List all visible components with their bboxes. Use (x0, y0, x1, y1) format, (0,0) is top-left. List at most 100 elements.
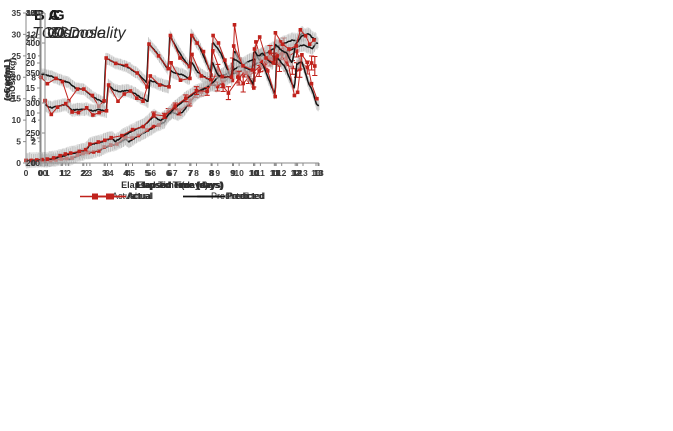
svg-text:2: 2 (66, 168, 71, 178)
panel-glucose: 0 2 4 6 8 10 12 14 0 1 2 3 4 5 6 7 8 9 10 11 12 13 C Glucose … (0, 0, 336, 215)
svg-text:2: 2 (84, 168, 89, 178)
svg-text:7: 7 (188, 168, 193, 178)
svg-text:25: 25 (26, 33, 36, 43)
svg-text:13: 13 (314, 168, 324, 178)
svg-text:13: 13 (313, 168, 323, 178)
svg-text:6: 6 (166, 168, 171, 178)
svg-text:1: 1 (59, 168, 64, 178)
svg-text:5: 5 (130, 168, 135, 178)
svg-text:7: 7 (173, 168, 178, 178)
svg-text:15: 15 (12, 94, 22, 104)
svg-text:14: 14 (27, 8, 37, 18)
svg-text:12: 12 (277, 168, 287, 178)
x-axis-label: Elapsed Time (days) (121, 180, 208, 190)
svg-text:4: 4 (31, 115, 36, 125)
svg-text:2: 2 (81, 168, 86, 178)
svg-text:35: 35 (12, 8, 22, 18)
svg-text:1: 1 (45, 168, 50, 178)
svg-text:10: 10 (234, 168, 244, 178)
svg-text:10: 10 (12, 115, 22, 125)
svg-text:10: 10 (250, 168, 260, 178)
svg-text:7: 7 (187, 168, 192, 178)
svg-text:9: 9 (215, 168, 220, 178)
svg-text:4: 4 (124, 168, 129, 178)
svg-text:11: 11 (271, 168, 280, 178)
panel-letter: A (48, 7, 60, 24)
legend-label-actual: Actual (127, 191, 153, 201)
svg-text:6: 6 (167, 168, 172, 178)
svg-text:0: 0 (16, 158, 21, 168)
svg-text:11: 11 (270, 168, 279, 178)
svg-text:12: 12 (292, 168, 302, 178)
svg-text:7: 7 (189, 168, 194, 178)
legend-label-actual: Actual (126, 191, 152, 201)
legend-label-predicted: Predicted (226, 191, 265, 201)
x-axis-label: Elapsed Time (days) (136, 180, 224, 190)
svg-text:8: 8 (209, 168, 214, 178)
svg-text:12: 12 (293, 168, 303, 178)
svg-text:4: 4 (109, 168, 114, 178)
legend-item-actual: Actual (95, 191, 153, 201)
x-axis-label: Elapsed Time (days) (135, 180, 223, 190)
svg-text:0: 0 (31, 158, 36, 168)
svg-text:3: 3 (88, 168, 93, 178)
svg-text:13: 13 (298, 168, 308, 178)
svg-text:9: 9 (230, 168, 235, 178)
chart-legend: Actual Predicted (45, 191, 316, 201)
svg-text:4: 4 (126, 168, 131, 178)
svg-text:5: 5 (147, 168, 152, 178)
predicted-series-icon (198, 195, 225, 197)
svg-text:11: 11 (256, 168, 265, 178)
svg-text:2: 2 (31, 137, 36, 147)
svg-text:450: 450 (26, 8, 40, 18)
svg-text:10: 10 (27, 51, 37, 61)
svg-text:20: 20 (26, 58, 36, 68)
svg-text:5: 5 (146, 168, 151, 178)
svg-text:0: 0 (38, 168, 43, 178)
legend-item-predicted: Predicted (198, 191, 266, 201)
svg-text:9: 9 (231, 168, 236, 178)
panel-letter: B (34, 7, 46, 24)
legend-label-predicted: Predicted (210, 191, 250, 201)
svg-text:30: 30 (26, 8, 36, 18)
svg-text:10: 10 (249, 168, 259, 178)
svg-text:300: 300 (26, 98, 40, 108)
svg-text:8: 8 (31, 72, 36, 82)
svg-text:8: 8 (194, 168, 199, 178)
svg-text:350: 350 (26, 68, 40, 78)
svg-text:0: 0 (24, 168, 29, 178)
svg-text:1: 1 (63, 168, 68, 178)
svg-text:13: 13 (311, 168, 321, 178)
svg-text:1: 1 (60, 168, 65, 178)
svg-text:3: 3 (103, 168, 108, 178)
panel-letter: G (53, 7, 66, 24)
panel-title: Glucose (47, 25, 106, 42)
x-axis-label: Elapsed Time (days) (137, 180, 224, 190)
svg-text:9: 9 (230, 168, 235, 178)
legend-label-predicted: Predicted (226, 191, 266, 201)
actual-series-icon (95, 193, 126, 199)
y-axis-label: (mOsm/kg) (7, 57, 17, 103)
svg-text:6: 6 (31, 94, 36, 104)
svg-text:8: 8 (209, 168, 214, 178)
svg-text:10: 10 (249, 168, 259, 178)
svg-text:4: 4 (123, 168, 128, 178)
svg-text:11: 11 (272, 168, 281, 178)
svg-text:5: 5 (30, 133, 35, 143)
svg-text:12: 12 (290, 168, 300, 178)
svg-text:30: 30 (12, 29, 22, 39)
legend-label-predicted: Predicted (225, 191, 264, 201)
svg-text:0: 0 (39, 168, 44, 178)
svg-text:20: 20 (12, 72, 22, 82)
panel-osmolality: 200 250 300 350 400 450 0 1 2 3 4 5 6 7 8 9 10 11 12 13 G O… (0, 0, 336, 215)
svg-text:3: 3 (102, 168, 107, 178)
svg-text:2: 2 (80, 168, 85, 178)
svg-text:12: 12 (27, 29, 37, 39)
svg-text:8: 8 (210, 168, 215, 178)
svg-text:0: 0 (43, 168, 48, 178)
legend-label-actual: Actual (127, 191, 153, 201)
svg-text:6: 6 (168, 168, 173, 178)
panel-title: Osmolality (51, 25, 126, 42)
svg-text:5: 5 (16, 137, 21, 147)
